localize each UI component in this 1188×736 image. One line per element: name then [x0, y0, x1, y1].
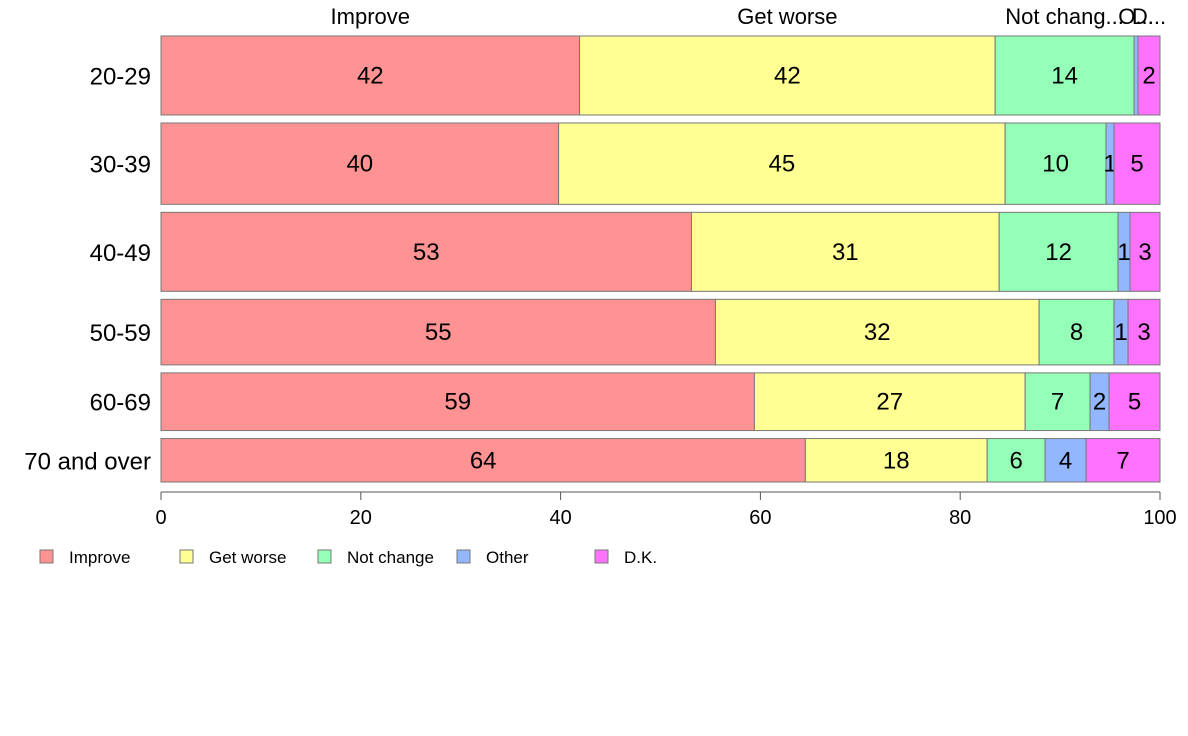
bar-segment — [1024, 372, 1091, 432]
bar-segment — [998, 211, 1119, 292]
legend-swatch — [456, 549, 471, 564]
x-tick-label: 0 — [155, 507, 166, 529]
segment-value-label: 55 — [425, 319, 452, 346]
bar-segment — [986, 438, 1046, 483]
legend-label: D.K. — [624, 548, 657, 567]
bar-segment — [1129, 211, 1161, 292]
segment-value-label: 42 — [774, 62, 801, 89]
category-labels: 20-29 30-39 40-49 50-59 60-69 70 and over — [24, 63, 151, 475]
legend-swatch — [317, 549, 332, 564]
legend: Improve Get worse Not change Other D.K. — [39, 548, 657, 567]
legend-label: Improve — [69, 548, 130, 567]
legend-swatch — [594, 549, 609, 564]
x-tick-label: 80 — [949, 507, 971, 529]
segment-value-label: 1 — [1114, 319, 1127, 346]
segment-value-label: 59 — [444, 389, 471, 416]
column-header-label: O... — [1118, 4, 1153, 29]
bar-segment — [160, 211, 692, 292]
bar-row-70-and-over: 64 18 6 4 7 — [160, 438, 1161, 483]
bar-segment — [1108, 372, 1161, 432]
bar-row-50-59: 55 32 8 1 3 — [160, 298, 1161, 366]
segment-value-label: 8 — [1070, 319, 1083, 346]
legend-item: Other — [456, 548, 529, 567]
x-tick-label: 60 — [749, 507, 771, 529]
segment-value-label: 7 — [1116, 447, 1129, 474]
segment-value-label: 6 — [1009, 447, 1022, 474]
segment-value-label: 27 — [876, 389, 903, 416]
bar-row-20-29: 42 42 14 2 — [160, 35, 1161, 116]
bar-rows: 42 42 14 240 45 10 1 553 31 12 1 355 32 8 1 359 27 7 2 564 1… — [160, 35, 1161, 483]
bar-segment — [690, 211, 1000, 292]
bar-segment — [994, 35, 1135, 116]
bar-segment — [160, 438, 806, 483]
column-header-labels: Improve Get worse Not chang...O...D... — [331, 4, 1167, 29]
legend-item: Improve — [39, 548, 130, 567]
category-label: 20-29 — [90, 63, 151, 90]
x-tick-label: 40 — [549, 507, 571, 529]
bar-segment — [160, 298, 716, 366]
segment-value-label: 1 — [1103, 151, 1116, 178]
category-label: 60-69 — [90, 390, 151, 417]
segment-value-label: 64 — [470, 447, 497, 474]
bar-segment — [1127, 298, 1161, 366]
segment-value-label: 3 — [1138, 239, 1151, 266]
bar-row-30-39: 40 45 10 1 5 — [160, 122, 1161, 205]
bar-row-60-69: 59 27 7 2 5 — [160, 372, 1161, 432]
bar-segment — [558, 122, 1006, 205]
column-header-label: Improve — [331, 4, 410, 29]
segment-value-label: 1 — [1117, 239, 1130, 266]
x-tick-label: 20 — [350, 507, 372, 529]
legend-swatch — [179, 549, 194, 564]
bar-segment — [160, 35, 581, 116]
bar-segment — [1137, 35, 1161, 116]
segment-value-label: 42 — [357, 62, 384, 89]
legend-label: Get worse — [209, 548, 286, 567]
bar-segment — [1085, 438, 1161, 483]
column-header-label: Get worse — [737, 4, 837, 29]
segment-value-label: 3 — [1137, 319, 1150, 346]
legend-label: Not change — [347, 548, 434, 567]
legend-label: Other — [486, 548, 529, 567]
segment-value-label: 31 — [832, 239, 859, 266]
segment-value-label: 40 — [346, 151, 373, 178]
category-label: 50-59 — [90, 320, 151, 347]
segment-value-label: 53 — [413, 239, 440, 266]
column-header-label: D... — [1132, 4, 1166, 29]
segment-value-label: 12 — [1045, 239, 1072, 266]
segment-value-label: 10 — [1042, 151, 1069, 178]
segment-value-label: 32 — [864, 319, 891, 346]
category-label: 30-39 — [90, 152, 151, 179]
bar-segment — [1113, 122, 1161, 205]
segment-value-label: 4 — [1059, 447, 1072, 474]
legend-swatch — [39, 549, 54, 564]
column-header-label: Not chang... — [1005, 4, 1124, 29]
legend-item: Get worse — [179, 548, 286, 567]
bar-segment — [1004, 122, 1107, 205]
segment-value-label: 5 — [1128, 389, 1141, 416]
bar-segment — [160, 122, 560, 205]
category-label: 70 and over — [24, 448, 151, 475]
bar-segment — [804, 438, 988, 483]
category-label: 40-49 — [90, 240, 151, 267]
segment-value-label: 2 — [1142, 62, 1155, 89]
segment-value-label: 45 — [769, 151, 796, 178]
x-axis: 0 20 40 60 80 100 — [155, 491, 1177, 529]
segment-value-label: 5 — [1130, 151, 1143, 178]
segment-value-label: 2 — [1093, 389, 1106, 416]
segment-value-label: 7 — [1051, 389, 1064, 416]
bar-segment — [1038, 298, 1115, 366]
x-tick-label: 100 — [1143, 507, 1176, 529]
bar-segment — [1044, 438, 1087, 483]
bar-segment — [714, 298, 1040, 366]
legend-item: D.K. — [594, 548, 657, 567]
legend-item: Not change — [317, 548, 434, 567]
segment-value-label: 14 — [1051, 62, 1078, 89]
segment-value-label: 18 — [883, 447, 910, 474]
bar-segment — [1133, 35, 1139, 116]
bar-segment — [579, 35, 996, 116]
bar-row-40-49: 53 31 12 1 3 — [160, 211, 1161, 292]
bar-segment — [753, 372, 1026, 432]
bar-segment — [160, 372, 755, 432]
